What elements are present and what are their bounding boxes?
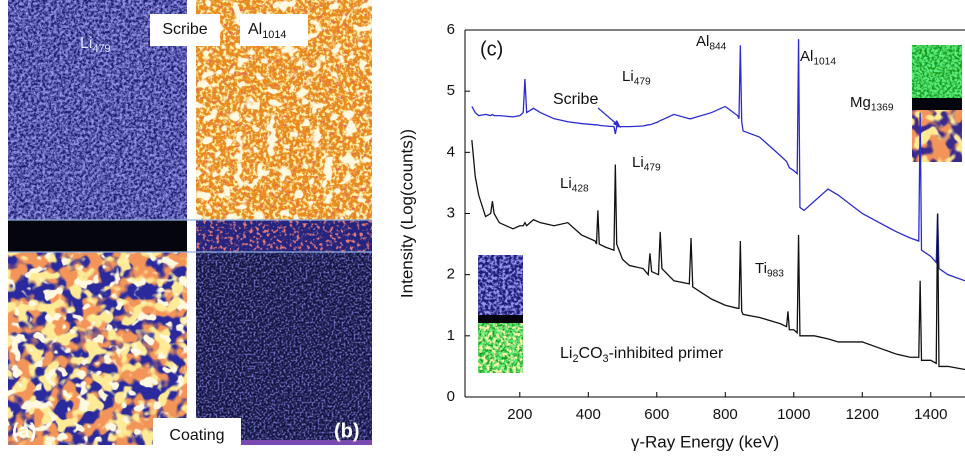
y-tick-label: 0 [447, 388, 455, 405]
subscript: 983 [767, 268, 784, 279]
x-axis-title: γ-Ray Energy (keV) [631, 432, 779, 451]
label-box [150, 14, 220, 46]
subscript: 1369 [871, 102, 894, 113]
y-tick-label: 6 [447, 21, 455, 38]
y-tick-label: 3 [447, 204, 455, 221]
x-tick-label: 1000 [777, 406, 810, 423]
map-texture [478, 255, 523, 315]
x-tick-label: 200 [507, 406, 532, 423]
x-tick-label: 800 [713, 406, 738, 423]
region-label: Coating [169, 427, 224, 444]
text-run: Li [560, 345, 572, 362]
spectrum-line [471, 140, 965, 371]
y-axis-title: Intensity (Log(counts)) [397, 129, 416, 298]
panel-label: (b) [334, 420, 360, 442]
label-box [153, 418, 241, 454]
x-tick-label: 1200 [846, 406, 879, 423]
text-run: Al [696, 33, 709, 50]
text-run: Li [80, 35, 92, 52]
series-label: Li2CO3-inhibited primer [560, 345, 724, 364]
subscript: 479 [92, 43, 110, 55]
y-tick-label: 1 [447, 327, 455, 344]
x-tick-label: 600 [644, 406, 669, 423]
subscript: 844 [709, 41, 726, 52]
label-box [240, 14, 308, 46]
x-tick-label: 400 [576, 406, 601, 423]
peak-label: Li428 [560, 175, 589, 194]
text-run: Al [800, 48, 813, 65]
text-run: Mg [850, 94, 871, 111]
map-texture [196, 252, 372, 445]
peak-label: Mg1369 [850, 94, 894, 113]
element-label: Al1014 [248, 21, 286, 40]
text-run: Li [622, 68, 634, 85]
map-texture [196, 220, 372, 252]
map-texture [478, 323, 523, 373]
purple-strip [196, 440, 372, 445]
y-tick-label: 5 [447, 82, 455, 99]
peak-label: Li479 [622, 68, 651, 87]
subscript: 479 [634, 76, 651, 87]
text-run: Li [560, 175, 572, 192]
subscript: 428 [572, 183, 589, 194]
text-run: Ti [755, 260, 767, 277]
map-region [8, 220, 187, 252]
series-label: Scribe [553, 91, 598, 108]
element-label: Li479 [80, 35, 111, 54]
map-texture [912, 45, 962, 98]
spectrum-line [471, 39, 965, 282]
map-texture [8, 252, 187, 445]
peak-label: Li479 [632, 154, 661, 173]
subscript: 2 [572, 353, 578, 365]
panel-label: (c) [480, 38, 503, 60]
map-region [478, 315, 523, 323]
map-region [912, 98, 962, 110]
text-run: Li [632, 154, 644, 171]
subscript: 479 [644, 162, 661, 173]
peak-label: Al844 [696, 33, 727, 52]
peak-label: Al1014 [800, 48, 836, 67]
peak-label: Ti983 [755, 260, 784, 279]
text-run: Al [248, 21, 262, 38]
x-tick-label: 1400 [914, 406, 947, 423]
region-label: Scribe [162, 21, 207, 38]
text-run: CO [579, 345, 603, 362]
subscript: 3 [603, 353, 609, 365]
panel-label: (a) [12, 420, 36, 442]
y-tick-label: 2 [447, 266, 455, 283]
subscript: 1014 [813, 56, 836, 67]
text-run: -inhibited primer [609, 345, 724, 362]
y-tick-label: 4 [447, 143, 455, 160]
subscript: 1014 [262, 29, 286, 41]
